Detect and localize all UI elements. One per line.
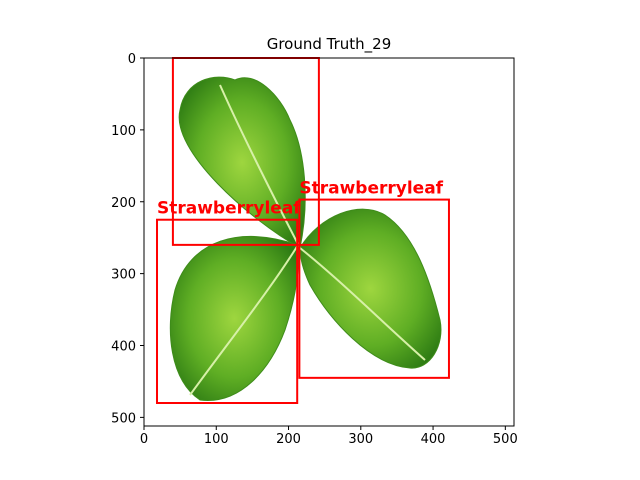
x-tick-label: 500	[493, 432, 518, 447]
y-tick-label: 100	[111, 124, 136, 139]
box-label: Strawberryleaf	[299, 179, 443, 199]
chart-title: Ground Truth_29	[267, 35, 392, 54]
y-axis: 0 100 200 300 400 500	[111, 52, 144, 426]
bounding-box	[156, 218, 299, 404]
box-label: Strawberryleaf	[157, 199, 301, 219]
x-tick-label: 400	[421, 432, 446, 447]
x-axis: 0 100 200 300 400 500	[140, 426, 518, 447]
x-tick-label: 200	[276, 432, 301, 447]
y-tick-label: 200	[111, 196, 136, 211]
y-tick-label: 300	[111, 268, 136, 283]
image-area	[144, 58, 514, 426]
x-tick-label: 100	[204, 432, 229, 447]
axes-frame	[143, 57, 515, 427]
leaf-top	[178, 76, 306, 249]
y-tick-label: 0	[128, 52, 136, 67]
y-tick-label: 500	[111, 411, 136, 426]
x-tick-label: 0	[140, 432, 148, 447]
x-tick-label: 300	[348, 432, 373, 447]
bounding-box	[298, 198, 450, 379]
leaf-left	[169, 235, 299, 401]
y-tick-label: 400	[111, 340, 136, 355]
leaf-right	[299, 208, 442, 369]
